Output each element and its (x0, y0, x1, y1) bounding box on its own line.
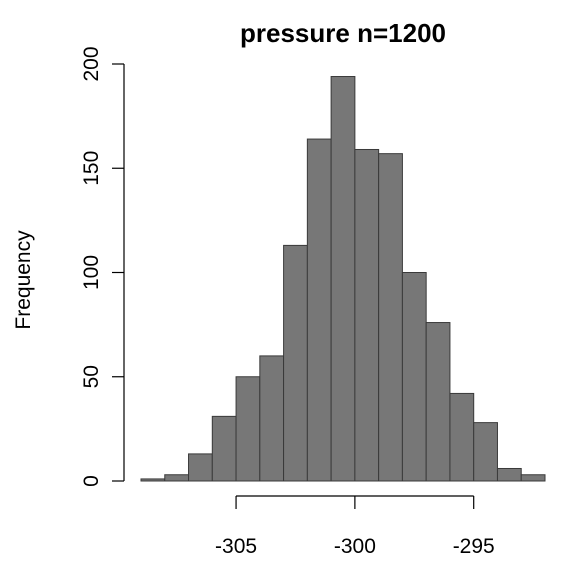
x-tick-label: -300 (334, 535, 376, 558)
histogram-bar (211, 415, 237, 482)
bars-group (140, 76, 546, 482)
y-tick-label: 150 (80, 151, 103, 186)
histogram-bar (330, 76, 356, 482)
histogram-bar (259, 355, 285, 482)
y-tick-label: 100 (80, 255, 103, 290)
y-axis: 0 50 100 150 200 (80, 46, 125, 487)
histogram-bar (354, 148, 380, 482)
histogram-bar (449, 392, 475, 482)
histogram-bar (164, 474, 190, 482)
histogram-bar (378, 153, 403, 482)
histogram-bar (188, 453, 213, 482)
y-tick-label: 50 (80, 365, 103, 388)
y-axis-label: Frequency (12, 230, 35, 330)
histogram-bar (496, 467, 522, 482)
y-tick-label: 200 (80, 46, 103, 81)
histogram-bar (306, 138, 332, 482)
x-tick-label: -295 (453, 535, 495, 558)
x-tick-label: -305 (215, 535, 257, 558)
histogram-bar (425, 322, 451, 482)
histogram-bar (235, 376, 261, 482)
histogram-bar (473, 422, 498, 482)
histogram-bar (401, 272, 427, 482)
y-tick-label: 0 (80, 475, 103, 487)
x-axis: -305 -300 -295 (215, 495, 495, 558)
histogram-bar (283, 244, 308, 482)
histogram-bar (140, 478, 166, 482)
chart-title: pressure n=1200 (240, 18, 446, 48)
histogram-bar (520, 474, 546, 482)
